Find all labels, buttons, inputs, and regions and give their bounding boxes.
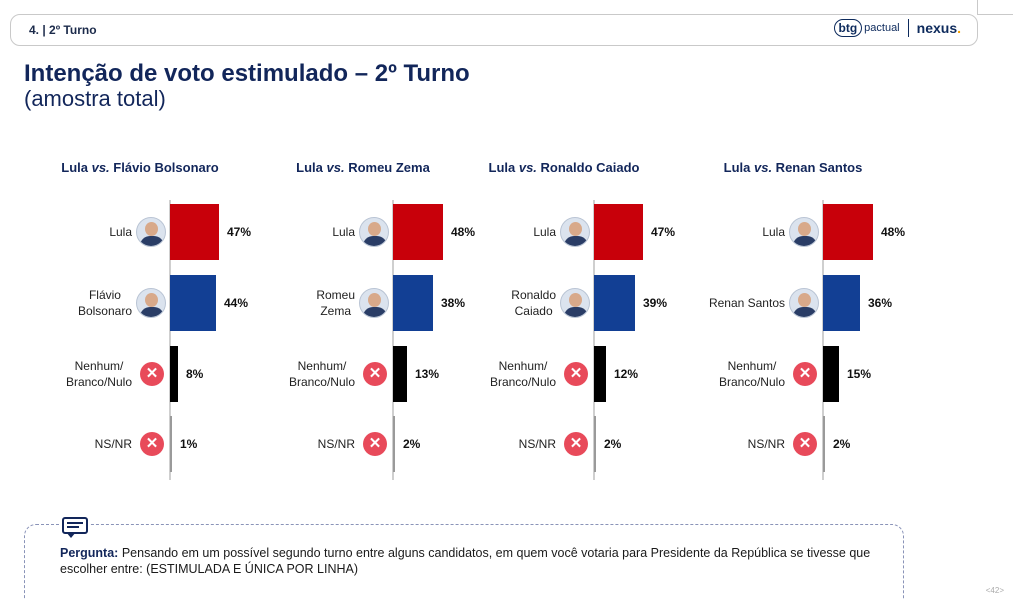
question-box [24,524,904,600]
question-text: Pergunta: Pensando em um possível segund… [60,545,900,577]
category-label: Nenhum/Branco/Nulo [718,359,785,389]
close-x-icon: ✕ [363,362,387,386]
lula-photo-icon [136,217,166,247]
bar [170,416,172,472]
category-label: Lula [533,225,556,239]
lula-photo-icon [789,217,819,247]
bar [393,346,407,402]
bar [823,204,873,260]
close-x-icon: ✕ [793,432,817,456]
value-label: 38% [441,296,466,310]
close-x-icon: ✕ [564,432,588,456]
close-x-icon: ✕ [140,432,164,456]
value-label: 48% [881,225,906,239]
category-label: NS/NR [518,437,556,451]
bar [393,416,395,472]
corner-line [977,0,978,14]
category-label: Nenhum/Branco/Nulo [489,359,556,389]
value-label: 2% [403,437,421,451]
candidate-photo-icon [789,288,819,318]
close-x-icon: ✕ [564,362,588,386]
category-label: Ronaldo Caiado [511,288,556,318]
question-body: Pensando em um possível segundo turno en… [60,546,871,576]
value-label: 2% [833,437,851,451]
category-label: Lula [109,225,132,239]
bar [594,275,635,331]
chart-panel: Lula vs. Romeu Zema Lula 48% Romeu Zema 38% Ne… [275,150,515,490]
bar [823,275,860,331]
category-label: Flávio Bolsonaro [77,288,132,318]
lula-photo-icon [560,217,590,247]
chart-panel: Lula vs. Ronaldo Caiado Lula 47% Ronaldo Cai… [478,150,718,490]
category-label: Nenhum/Branco/Nulo [65,359,132,389]
bar [393,204,443,260]
candidate-photo-icon [560,288,590,318]
nexus-logo-dot: . [957,20,961,36]
category-label: NS/NR [94,437,132,451]
btg-logo-text: pactual [864,22,900,34]
close-x-icon: ✕ [363,432,387,456]
header-bar: 4. | 2º Turno btg pactual nexus. [10,14,978,46]
candidate-photo-icon [136,288,166,318]
candidate-photo-icon [359,288,389,318]
category-label: Lula [762,225,785,239]
page-title: Intenção de voto estimulado – 2º Turno [24,60,470,87]
chart-title: Lula vs. Romeu Zema [296,160,430,175]
chart-title: Lula vs. Ronaldo Caiado [488,160,640,175]
close-x-icon: ✕ [140,362,164,386]
bar [823,416,825,472]
chart-axis [822,200,824,480]
logos: btg pactual nexus. [833,19,961,37]
value-label: 39% [643,296,668,310]
chart-axis [593,200,595,480]
value-label: 2% [604,437,622,451]
chart-panel: Lula vs. Flávio Bolsonaro Lula 47% Flávio Bo… [61,150,310,490]
value-label: 15% [847,367,872,381]
chart-axis [392,200,394,480]
chart-panel: Lula vs. Renan Santos Lula 48% Renan Santos… [700,150,940,490]
bar [170,346,178,402]
chart-title: Lula vs. Renan Santos [723,160,863,175]
btg-logo-mark: btg [833,19,863,37]
value-label: 47% [227,225,252,239]
page-subtitle: (amostra total) [24,86,166,111]
category-label: Lula [332,225,355,239]
category-label: Romeu Zema [316,288,355,318]
bar [594,346,606,402]
lula-photo-icon [359,217,389,247]
value-label: 48% [451,225,476,239]
value-label: 12% [614,367,639,381]
section-label: 4. | 2º Turno [29,23,97,37]
value-label: 1% [180,437,198,451]
nexus-logo-text: nexus [916,20,958,36]
bar [594,204,643,260]
question-label: Pergunta: [60,546,119,560]
value-label: 13% [415,367,440,381]
value-label: 8% [186,367,204,381]
bar [823,346,839,402]
btg-pactual-logo: btg pactual [833,19,900,37]
category-label: Renan Santos [708,296,785,310]
category-label: Nenhum/Branco/Nulo [288,359,355,389]
bar [170,275,216,331]
category-label: NS/NR [317,437,355,451]
corner-line [977,14,1013,15]
value-label: 44% [224,296,249,310]
chat-bubble-icon [60,515,90,539]
bar [594,416,596,472]
logo-divider [907,19,909,37]
page-number: <42> [985,586,1004,595]
value-label: 36% [868,296,893,310]
chart-title: Lula vs. Flávio Bolsonaro [61,160,219,175]
bar [393,275,433,331]
bar [170,204,219,260]
close-x-icon: ✕ [793,362,817,386]
value-label: 47% [651,225,676,239]
nexus-logo: nexus. [917,20,961,36]
chart-axis [169,200,171,480]
category-label: NS/NR [747,437,785,451]
